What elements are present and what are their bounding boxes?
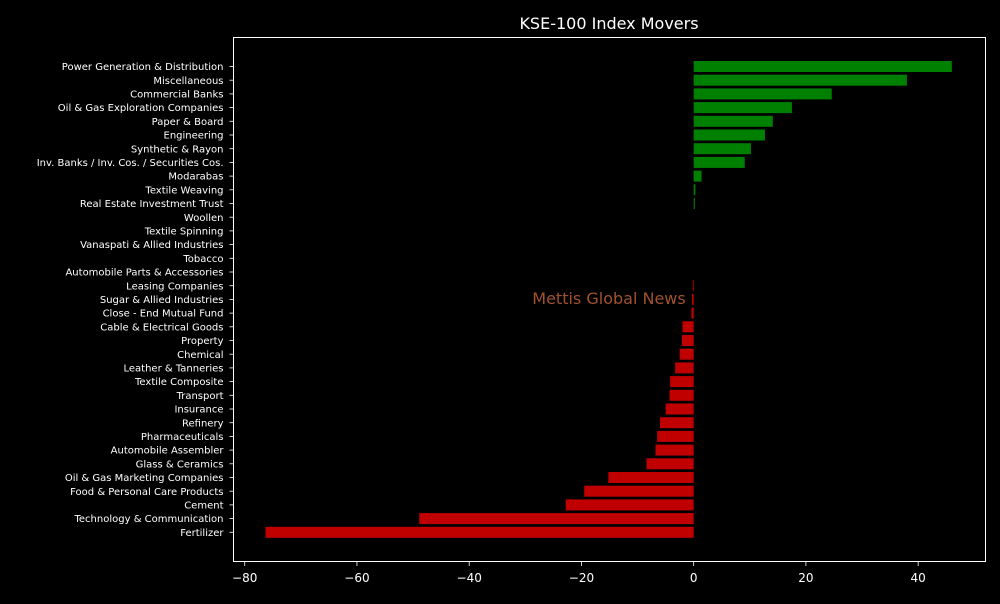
bar — [693, 74, 907, 86]
bar — [693, 129, 765, 141]
bar — [665, 403, 694, 415]
category-label: Vanaspati & Allied Industries — [80, 240, 223, 251]
bar — [565, 499, 694, 511]
bar — [655, 444, 694, 456]
category-label: Woollen — [184, 213, 224, 224]
bar — [691, 307, 694, 319]
bar — [693, 156, 745, 168]
x-tick-label: 40 — [911, 571, 926, 585]
bars-layer — [265, 61, 952, 538]
bar — [670, 376, 694, 388]
category-label: Textile Composite — [134, 377, 223, 388]
category-label: Miscellaneous — [153, 76, 223, 87]
bar — [669, 389, 694, 401]
bar — [681, 335, 694, 346]
bar — [693, 184, 696, 196]
chart-title: KSE-100 Index Movers — [519, 14, 698, 33]
category-label: Commercial Banks — [130, 90, 223, 101]
bar — [693, 61, 952, 72]
category-label: Inv. Banks / Inv. Cos. / Securities Cos. — [37, 158, 224, 169]
x-tick-label: −20 — [569, 571, 594, 585]
category-label: Automobile Parts & Accessories — [65, 268, 223, 279]
category-label: Cable & Electrical Goods — [100, 322, 223, 333]
bar — [692, 280, 694, 292]
bar — [608, 472, 694, 483]
x-tick-label: −80 — [232, 571, 257, 585]
category-label: Textile Weaving — [144, 185, 223, 196]
category-label: Engineering — [164, 131, 224, 142]
category-label: Automobile Assembler — [111, 446, 225, 457]
bar — [693, 88, 832, 100]
category-label: Close - End Mutual Fund — [103, 309, 224, 320]
bar — [693, 115, 773, 127]
category-label: Modarabas — [168, 172, 223, 183]
bar — [646, 458, 694, 470]
category-label: Real Estate Investment Trust — [80, 199, 224, 210]
category-labels: Power Generation & Distribution Miscellan… — [37, 62, 234, 539]
bar — [657, 430, 694, 442]
x-tick-label: −60 — [344, 571, 369, 585]
category-label: Property — [181, 336, 223, 347]
category-label: Synthetic & Rayon — [131, 144, 224, 155]
bar — [675, 362, 694, 374]
bar — [693, 198, 695, 209]
category-label: Chemical — [177, 350, 223, 361]
bar — [693, 143, 751, 155]
category-label: Food & Personal Care Products — [70, 487, 223, 498]
x-axis: −80 −60 −40 −20 0 20 40 — [232, 561, 926, 585]
category-label: Leather & Tanneries — [123, 364, 223, 375]
bar — [584, 485, 694, 497]
bar — [265, 526, 694, 538]
watermark-text: Mettis Global News — [532, 289, 685, 308]
category-label: Insurance — [174, 405, 223, 416]
x-tick-label: −40 — [457, 571, 482, 585]
category-label: Sugar & Allied Industries — [100, 295, 224, 306]
category-label: Textile Spinning — [144, 227, 224, 238]
category-label: Glass & Ceramics — [136, 459, 224, 470]
bar — [682, 321, 694, 333]
category-label: Fertilizer — [180, 528, 224, 539]
category-label: Power Generation & Distribution — [62, 62, 224, 73]
bar — [679, 348, 694, 360]
bar — [419, 513, 694, 525]
category-label: Transport — [176, 391, 224, 402]
bar — [691, 293, 694, 305]
bar — [660, 417, 694, 429]
category-label: Leasing Companies — [126, 281, 223, 292]
bar — [693, 170, 702, 182]
category-label: Pharmaceuticals — [141, 432, 224, 443]
category-label: Oil & Gas Marketing Companies — [65, 473, 224, 484]
category-label: Tobacco — [182, 254, 223, 265]
category-label: Paper & Board — [152, 117, 224, 128]
category-label: Oil & Gas Exploration Companies — [58, 103, 224, 114]
x-tick-label: 0 — [690, 571, 698, 585]
category-label: Technology & Communication — [74, 514, 224, 525]
x-tick-label: 20 — [798, 571, 813, 585]
category-label: Refinery — [182, 418, 224, 429]
bar — [693, 102, 792, 114]
category-label: Cement — [184, 501, 223, 512]
